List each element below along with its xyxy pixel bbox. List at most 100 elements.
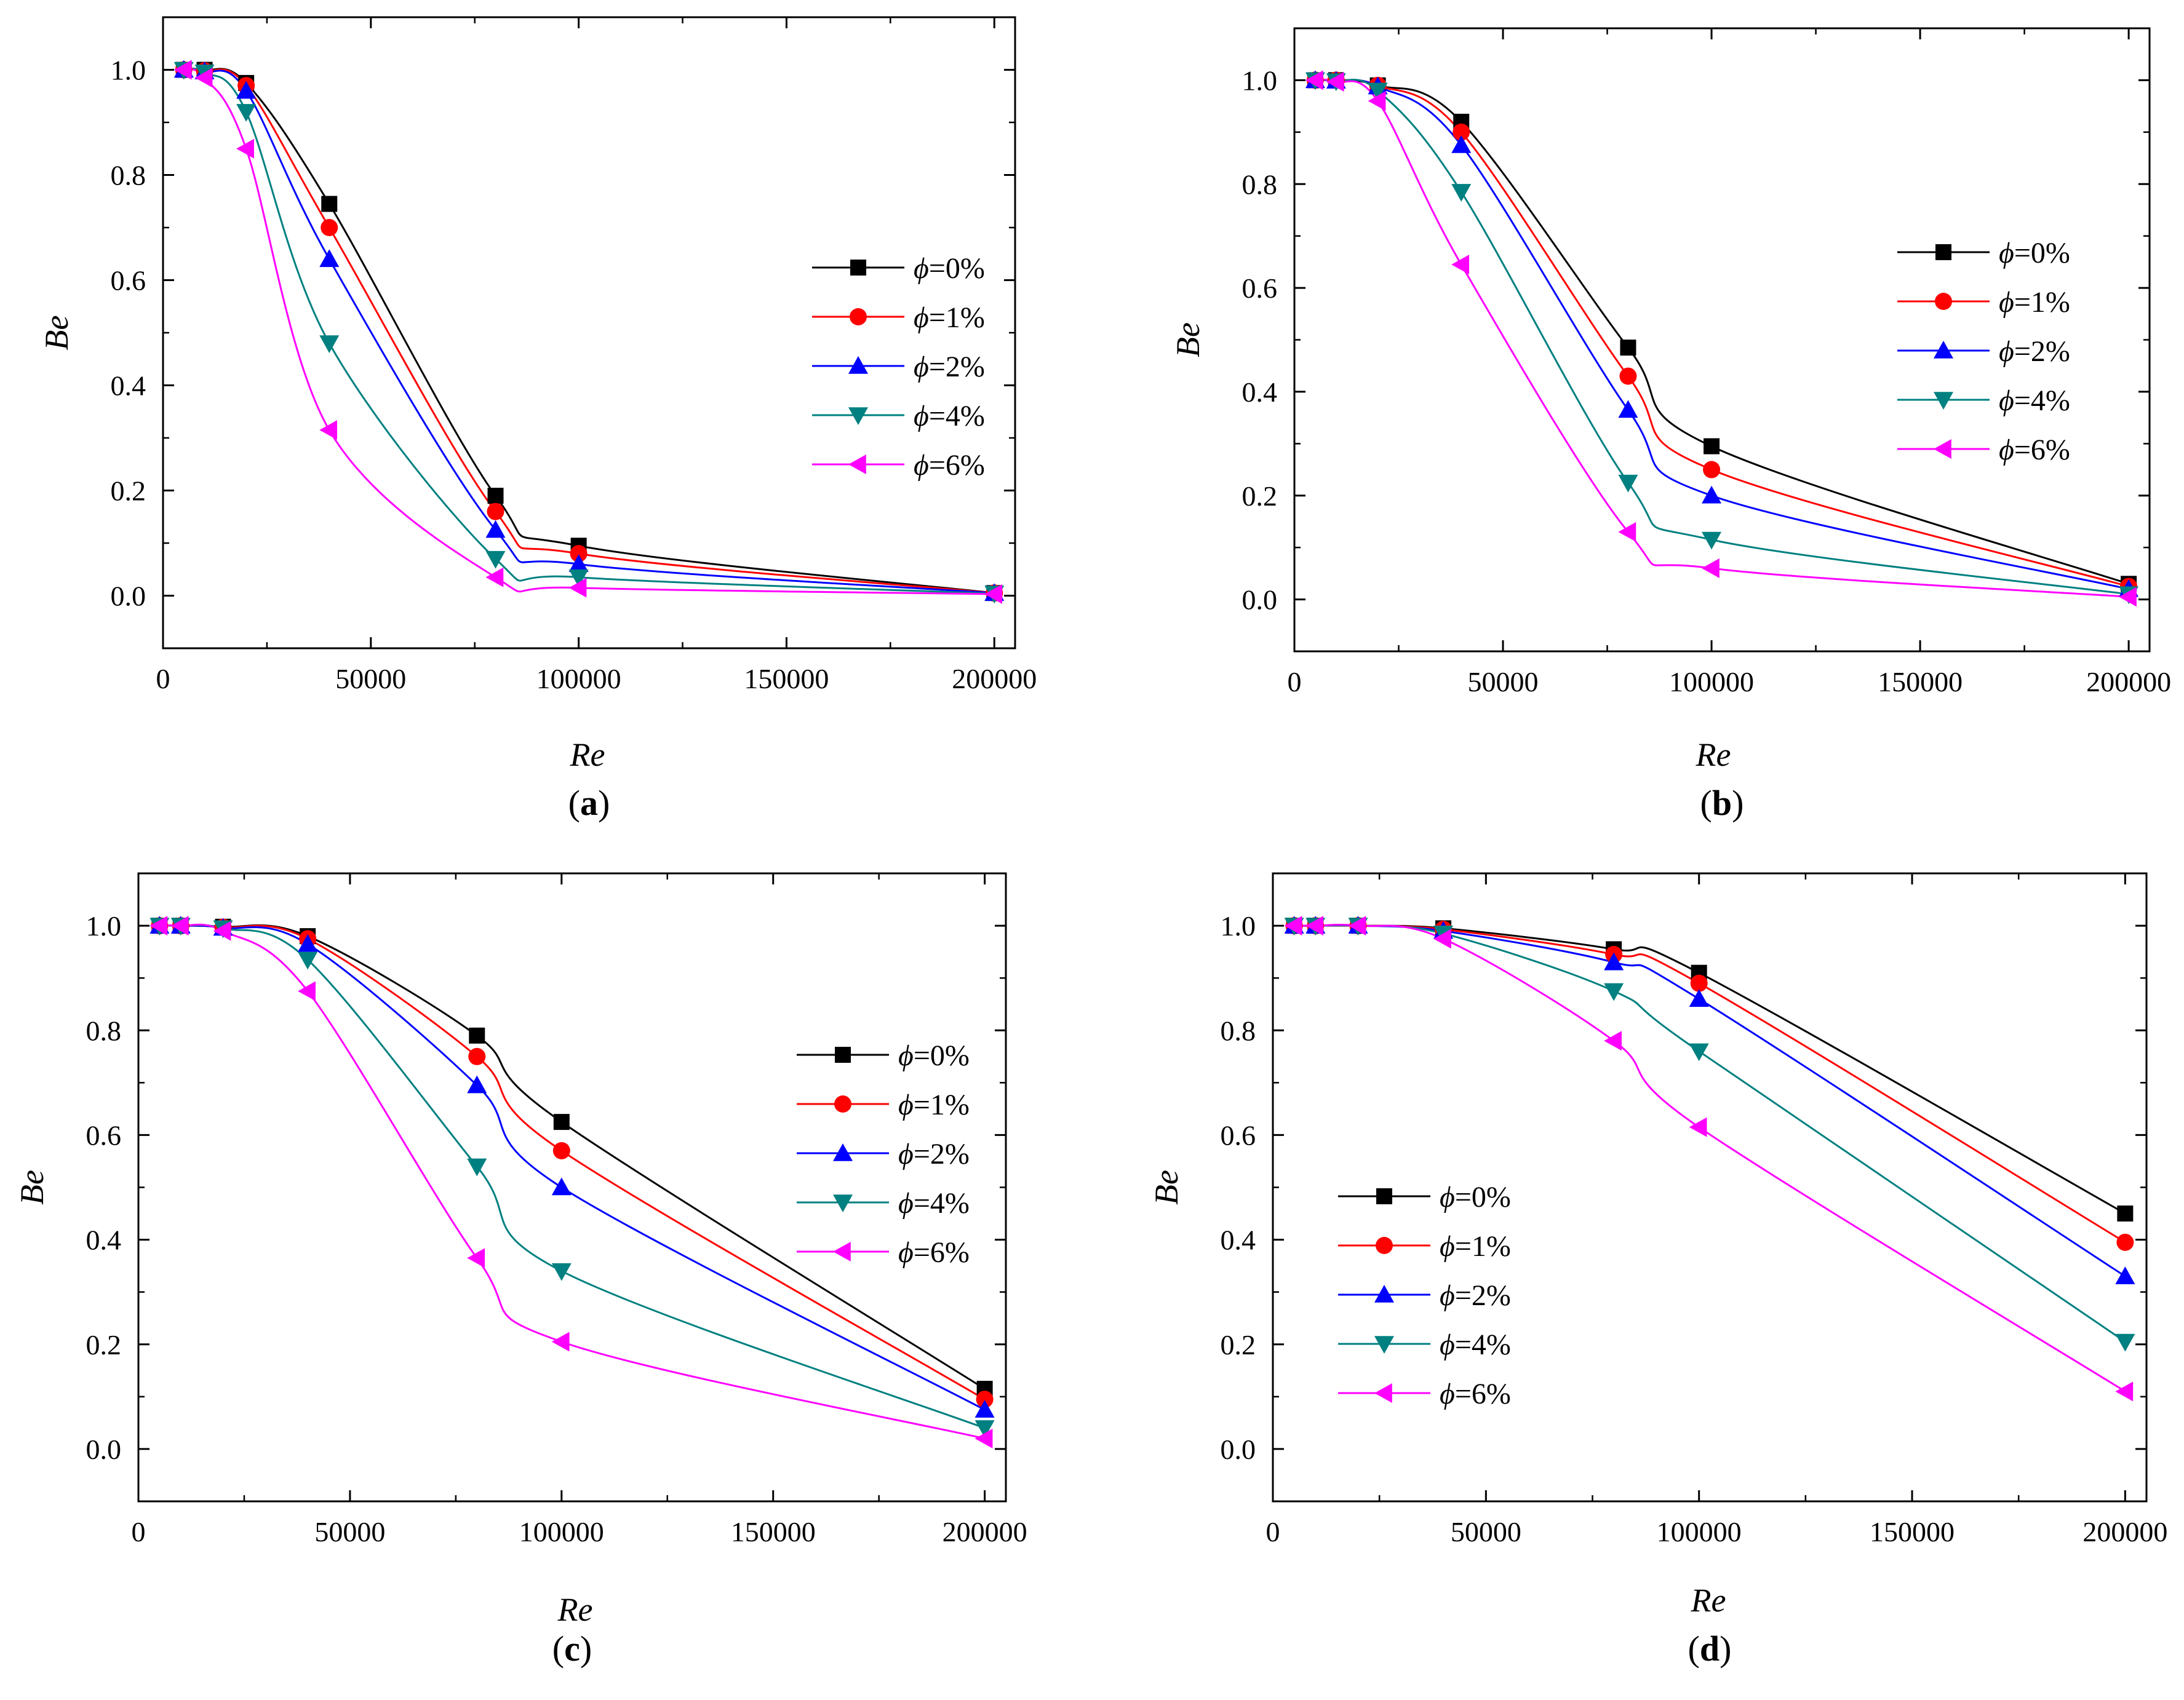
chart-panel-1: 0 50000 100000 150000 200000 0.0 0.2 0.4 0.6 0.8 1…	[38, 16, 1037, 823]
data-point-series-2	[321, 219, 338, 236]
legend-marker	[835, 1047, 851, 1063]
y-tick-label: 1.0	[1242, 65, 1278, 96]
x-tick-label: 50000	[1451, 1516, 1521, 1547]
y-tick-label: 0.6	[111, 265, 146, 296]
legend-label: ϕ=6%	[1440, 1378, 1511, 1410]
legend: ϕ=0% ϕ=1% ϕ=2% ϕ=4% ϕ=6%	[1338, 1181, 1511, 1410]
plot-frame	[1272, 872, 2148, 1503]
legend-marker	[1934, 392, 1953, 410]
data-point-series-4	[568, 569, 589, 587]
data-point-series-5	[213, 921, 231, 941]
y-tick-label: 0.6	[86, 1119, 122, 1151]
data-point-series-5	[2119, 587, 2137, 607]
data-point-series-5	[467, 1248, 485, 1268]
data-point-series-5	[1368, 91, 1386, 111]
data-point-series-1	[2117, 1205, 2134, 1222]
legend-label: ϕ=1%	[1440, 1230, 1511, 1263]
data-point-series-5	[149, 916, 168, 936]
data-point-series-1	[487, 488, 504, 504]
data-point-series-5	[2115, 1381, 2134, 1402]
data-point-series-2	[976, 1391, 994, 1408]
x-tick-label: 100000	[1669, 666, 1754, 697]
legend-label: ϕ=4%	[898, 1187, 970, 1220]
series-line-5	[159, 923, 985, 1440]
series-curves	[183, 68, 995, 595]
y-tick-label: 0.2	[1221, 1329, 1256, 1360]
legend-marker	[1376, 1188, 1392, 1204]
x-tick-label: 150000	[1870, 1516, 1955, 1547]
data-point-series-5	[236, 138, 254, 159]
legend-marker	[848, 407, 868, 425]
data-point-series-5	[319, 420, 338, 440]
y-tick-label: 0.8	[1221, 1015, 1256, 1046]
data-point-series-1	[1704, 438, 1720, 455]
data-point-series-1	[469, 1027, 485, 1044]
data-point-series-3	[1702, 485, 1722, 504]
legend-label: ϕ=1%	[914, 301, 985, 334]
panel-label: (b)	[1700, 783, 1744, 823]
legend-marker	[1935, 293, 1952, 310]
y-axis-title: Be	[38, 316, 75, 351]
data-point-series-4	[298, 951, 318, 970]
data-point-series-3	[1451, 135, 1472, 153]
series-line-3	[159, 924, 986, 1411]
legend-label: ϕ=6%	[914, 449, 985, 482]
legend-marker	[848, 455, 866, 474]
data-point-series-4	[319, 335, 340, 354]
legend-label: ϕ=0%	[1999, 237, 2070, 269]
legend-label: ϕ=2%	[1440, 1279, 1511, 1312]
data-point-series-3	[467, 1075, 487, 1094]
data-point-series-5	[1689, 1117, 1707, 1137]
y-axis-title: Be	[1170, 322, 1206, 357]
data-point-series-5	[170, 916, 189, 936]
data-point-series-5	[1305, 916, 1324, 936]
data-point-series-3	[1604, 952, 1624, 971]
data-point-series-3	[551, 1177, 572, 1196]
data-point-series-3	[568, 554, 589, 572]
series-line-5	[1294, 924, 2126, 1392]
data-point-series-5	[298, 981, 316, 1001]
chart-panel-2: 0 50000 100000 150000 200000 0.0 0.2 0.4 0.6 0.8 1…	[1170, 27, 2171, 823]
y-tick-label: 0.0	[111, 581, 146, 612]
data-point-series-4	[236, 104, 257, 122]
data-point-series-5	[1348, 916, 1366, 936]
y-axis-title: Be	[14, 1170, 50, 1205]
legend-marker	[833, 1242, 851, 1261]
legend-marker	[1934, 439, 1951, 459]
y-tick-label: 0.0	[86, 1434, 122, 1465]
x-tick-label: 0	[132, 1516, 146, 1547]
series-line-2	[159, 924, 986, 1400]
legend-label: ϕ=0%	[1440, 1181, 1511, 1213]
data-point-series-4	[551, 1263, 572, 1281]
x-tick-label: 100000	[1657, 1516, 1742, 1547]
data-point-series-2	[552, 1142, 570, 1159]
legend-marker	[833, 1194, 853, 1212]
plot-frame	[137, 872, 1007, 1503]
data-point-series-4	[1604, 983, 1624, 1001]
y-tick-label: 0.4	[86, 1225, 122, 1256]
legend-marker	[848, 356, 868, 374]
data-point-series-3	[298, 934, 318, 952]
y-tick-label: 0.2	[111, 475, 146, 507]
x-tick-label: 200000	[943, 1516, 1027, 1547]
legend-label: ϕ=6%	[898, 1236, 970, 1269]
data-point-series-5	[1326, 71, 1344, 92]
data-point-series-5	[1284, 916, 1302, 936]
y-tick-label: 0.2	[1242, 480, 1278, 512]
legend: ϕ=0% ϕ=1% ϕ=2% ϕ=4% ϕ=6%	[812, 252, 985, 482]
x-tick-label: 50000	[335, 663, 406, 694]
data-point-series-5	[1604, 1031, 1622, 1051]
y-tick-label: 0.8	[86, 1015, 122, 1046]
series-line-1	[1294, 924, 2126, 1215]
data-point-series-5	[1618, 522, 1636, 542]
chart-panel-4: 0 50000 100000 150000 200000 0.0 0.2 0.4 0.6 0.8 1…	[1148, 872, 2167, 1669]
x-tick-label: 150000	[744, 663, 829, 694]
data-point-series-5	[974, 1428, 993, 1448]
y-tick-label: 1.0	[111, 55, 146, 86]
data-point-series-2	[1453, 123, 1470, 141]
data-point-series-4	[485, 550, 506, 569]
legend-marker	[1935, 244, 1951, 260]
x-axis-title: Re	[570, 736, 605, 773]
x-tick-label: 150000	[1878, 666, 1963, 697]
series-line-2	[183, 68, 995, 594]
